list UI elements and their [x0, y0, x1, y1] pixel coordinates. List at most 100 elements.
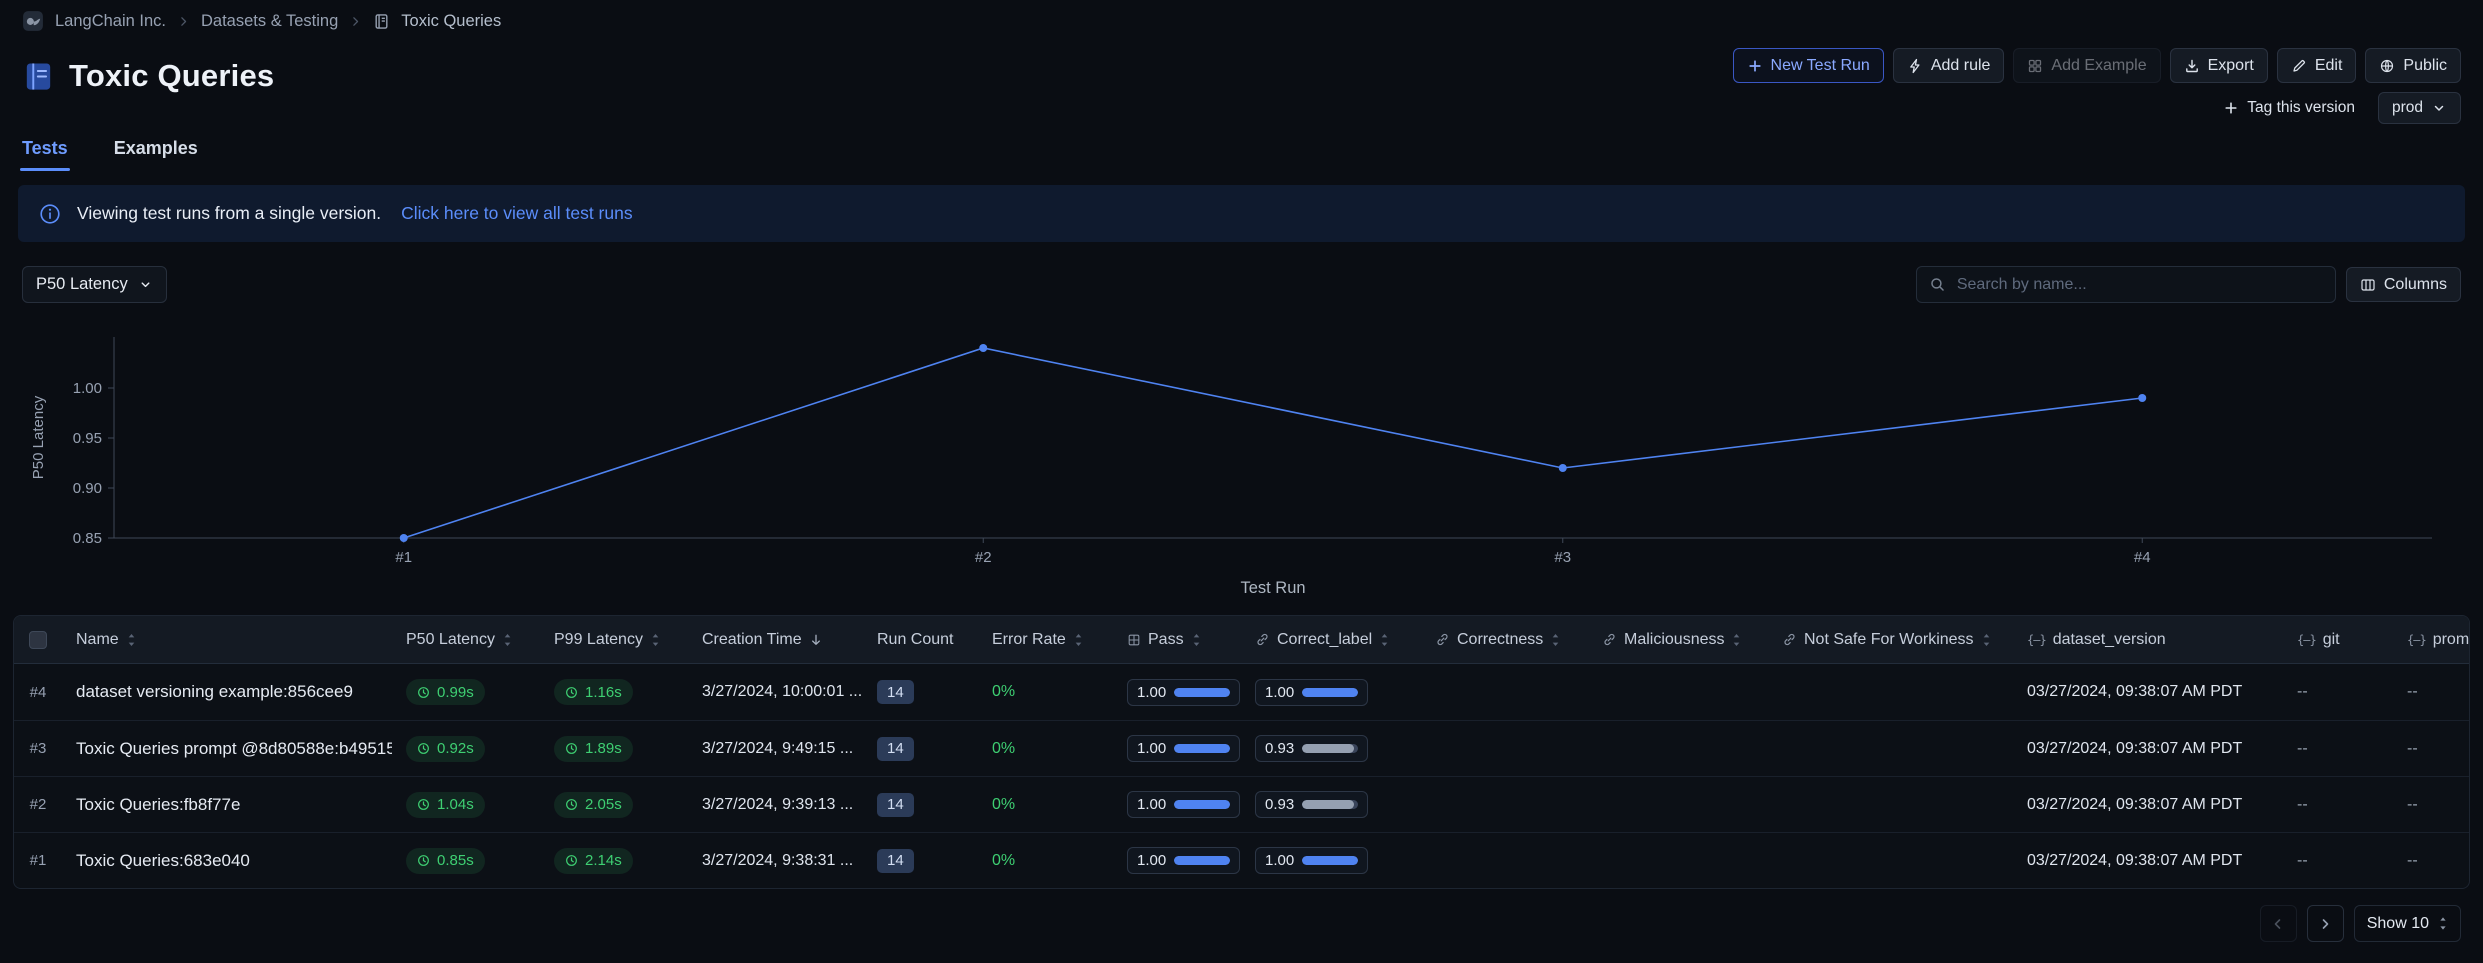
creation-time-cell: 3/27/2024, 9:49:15 ... — [702, 739, 854, 757]
tab-bar: Tests Examples — [0, 132, 2483, 171]
tab-tests[interactable]: Tests — [16, 132, 74, 171]
dataset-version-cell: 03/27/2024, 09:38:07 AM PDT — [2027, 795, 2243, 813]
latency-badge: 2.14s — [554, 847, 633, 874]
test-run-row-4[interactable]: #4 dataset versioning example:856cee9 0.99… — [14, 664, 2469, 720]
score-bar — [1302, 687, 1359, 697]
column-header-pass[interactable]: Pass — [1113, 616, 1241, 663]
test-run-row-3[interactable]: #3 Toxic Queries prompt @8d80588e:b495152… — [14, 720, 2469, 776]
test-runs-table: Name P50 Latency P99 Latency Creation Time R… — [13, 615, 2470, 889]
sort-icon — [127, 633, 136, 647]
metric-select[interactable]: P50 Latency — [22, 266, 167, 303]
page-size-select[interactable]: Show 10 — [2353, 905, 2461, 942]
maliciousness-cell — [1588, 833, 1768, 888]
column-header-correctness[interactable]: Correctness — [1421, 616, 1588, 663]
button-label: Add rule — [1930, 56, 1991, 74]
column-header-creation-time[interactable]: Creation Time — [688, 616, 863, 663]
langchain-logo[interactable] — [22, 10, 44, 32]
add-rule-button[interactable]: Add rule — [1892, 48, 2005, 83]
column-header-maliciousness[interactable]: Maliciousness — [1588, 616, 1768, 663]
clock-icon — [417, 798, 430, 811]
info-icon — [39, 203, 61, 225]
breadcrumb-org[interactable]: LangChain Inc. — [55, 11, 166, 30]
breadcrumb: LangChain Inc. Datasets & Testing Toxic … — [0, 0, 2483, 42]
chevron-left-icon — [2270, 916, 2286, 932]
chevron-right-icon — [349, 15, 362, 28]
column-header-name[interactable]: Name — [62, 616, 392, 663]
breadcrumb-current[interactable]: Toxic Queries — [401, 11, 502, 30]
maliciousness-cell — [1588, 777, 1768, 832]
not-safe-for-workiness-cell — [1768, 664, 2013, 720]
prompt-cell: -- — [2407, 851, 2418, 869]
column-header-p50-latency[interactable]: P50 Latency — [392, 616, 540, 663]
pencil-icon — [2291, 58, 2307, 74]
column-header-run-count[interactable]: Run Count — [863, 616, 978, 663]
pass-cell: 1.00 — [1113, 721, 1241, 776]
column-header-dataset-version[interactable]: {–} dataset_version — [2013, 616, 2283, 663]
column-header-p99-latency[interactable]: P99 Latency — [540, 616, 688, 663]
chart-point — [979, 344, 988, 352]
version-select[interactable]: prod — [2377, 92, 2461, 124]
score-value: 1.00 — [1265, 683, 1295, 701]
prev-page-button[interactable] — [2259, 905, 2297, 942]
column-header-git[interactable]: {–} git — [2283, 616, 2393, 663]
new-test-run-button[interactable]: New Test Run — [1732, 48, 1884, 83]
public-button[interactable]: Public — [2365, 48, 2461, 83]
error-rate-value: 0% — [992, 795, 1016, 813]
latency-badge: 2.05s — [554, 791, 633, 818]
row-index: #4 — [29, 683, 47, 701]
link-icon — [1602, 632, 1617, 647]
view-all-test-runs-link[interactable]: Click here to view all test runs — [401, 203, 633, 223]
error-rate-value: 0% — [992, 683, 1016, 700]
score-bar — [1302, 856, 1359, 865]
test-run-row-1[interactable]: #1 Toxic Queries:683e040 0.85s 2.14s 3/27/20… — [14, 832, 2469, 888]
error-rate-cell: 0% — [978, 721, 1113, 776]
column-header-prompt[interactable]: {–} prompt — [2393, 616, 2469, 663]
correct-label-cell: 1.00 — [1241, 664, 1421, 720]
run-count-badge: 14 — [877, 680, 914, 704]
pass-cell: 1.00 — [1113, 833, 1241, 888]
button-label: Add Example — [2051, 56, 2147, 74]
p99-latency-cell: 1.16s — [540, 664, 688, 720]
column-header-error-rate[interactable]: Error Rate — [978, 616, 1113, 663]
breadcrumb-section[interactable]: Datasets & Testing — [201, 11, 339, 30]
select-all-checkbox[interactable] — [29, 630, 47, 649]
score-value: 0.93 — [1265, 796, 1295, 813]
p50-latency-cell: 0.85s — [392, 833, 540, 888]
clock-icon — [417, 686, 430, 699]
sort-icon — [651, 633, 660, 647]
maliciousness-cell — [1588, 664, 1768, 720]
error-rate-value: 0% — [992, 851, 1016, 869]
clock-icon — [565, 854, 578, 867]
x-tick-label: #1 — [395, 549, 412, 566]
git-cell: -- — [2297, 683, 2308, 700]
column-header-correct-label[interactable]: Correct_label — [1241, 616, 1421, 663]
run-count-badge: 14 — [877, 848, 914, 873]
column-label: P99 Latency — [554, 630, 643, 648]
button-label: Edit — [2314, 56, 2343, 74]
score-pill: 1.00 — [1127, 791, 1241, 818]
columns-button[interactable]: Columns — [2345, 267, 2461, 302]
latency-value: 0.85s — [437, 852, 474, 869]
test-run-row-2[interactable]: #2 Toxic Queries:fb8f77e 1.04s 2.05s 3/27/20… — [14, 776, 2469, 832]
column-label: git — [2322, 630, 2340, 648]
pass-cell: 1.00 — [1113, 777, 1241, 832]
button-label: Columns — [2383, 275, 2447, 293]
column-label: Maliciousness — [1624, 630, 1725, 648]
search-input[interactable] — [1915, 266, 2336, 303]
column-label: Error Rate — [992, 630, 1066, 648]
export-button[interactable]: Export — [2169, 48, 2268, 83]
p50-latency-cell: 0.92s — [392, 721, 540, 776]
tag-this-version-button[interactable]: Tag this version — [2209, 92, 2369, 124]
run-count-badge: 14 — [877, 792, 914, 817]
score-pill: 1.00 — [1127, 735, 1241, 762]
chevron-down-icon — [2431, 100, 2447, 116]
row-index: #3 — [29, 740, 47, 757]
select-all-cell — [14, 616, 62, 663]
page-header: Toxic Queries New Test Run Add rule Add … — [0, 42, 2483, 124]
next-page-button[interactable] — [2306, 905, 2344, 942]
x-tick-label: #3 — [1554, 549, 1571, 566]
edit-button[interactable]: Edit — [2276, 48, 2357, 83]
column-header-not-safe-for-workiness[interactable]: Not Safe For Workiness — [1768, 616, 2013, 663]
tab-examples[interactable]: Examples — [113, 138, 198, 158]
score-pill: 1.00 — [1127, 847, 1241, 874]
